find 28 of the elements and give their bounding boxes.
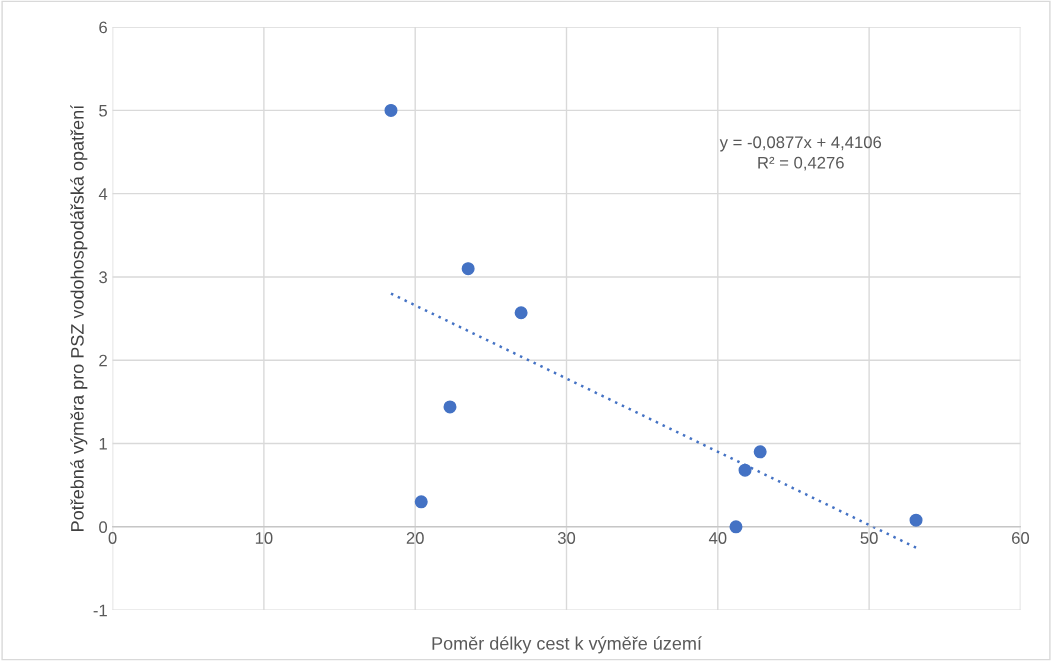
y-tick-label: 0 — [99, 521, 108, 534]
x-tick-label: 0 — [108, 532, 117, 544]
point — [414, 495, 428, 509]
y-tick-label: 5 — [99, 104, 107, 117]
y-axis-title: Potřebná výměra pro PSZ vodohospodářská opatření — [70, 104, 88, 531]
annotation: R² = 0,4276 — [758, 156, 844, 171]
x-axis-title: Poměr délky cest k výměře území — [432, 636, 702, 654]
y-tick-label: 4 — [98, 188, 108, 200]
x-tick-label: 10 — [255, 532, 273, 544]
y-tick-label: 6 — [99, 21, 107, 34]
y-tick-label: 3 — [99, 271, 107, 284]
point — [738, 463, 752, 477]
y-tick-label: 2 — [99, 354, 107, 367]
y-tick-label: -1 — [93, 604, 107, 617]
x-tick-label: 50 — [860, 532, 878, 544]
point — [753, 445, 767, 459]
annotation: y = -0,0877x + 4,4106 — [719, 136, 882, 152]
point — [909, 513, 923, 527]
x-tick-label: 60 — [1012, 532, 1030, 544]
point — [729, 520, 743, 534]
x-tick-label: 30 — [557, 532, 576, 544]
y-tick-label: 1 — [99, 438, 107, 450]
x-tick-label: 20 — [406, 532, 424, 544]
point — [461, 262, 475, 276]
x-tick-label: 40 — [708, 532, 727, 544]
point — [443, 400, 457, 414]
point — [514, 306, 528, 320]
point — [384, 103, 398, 117]
